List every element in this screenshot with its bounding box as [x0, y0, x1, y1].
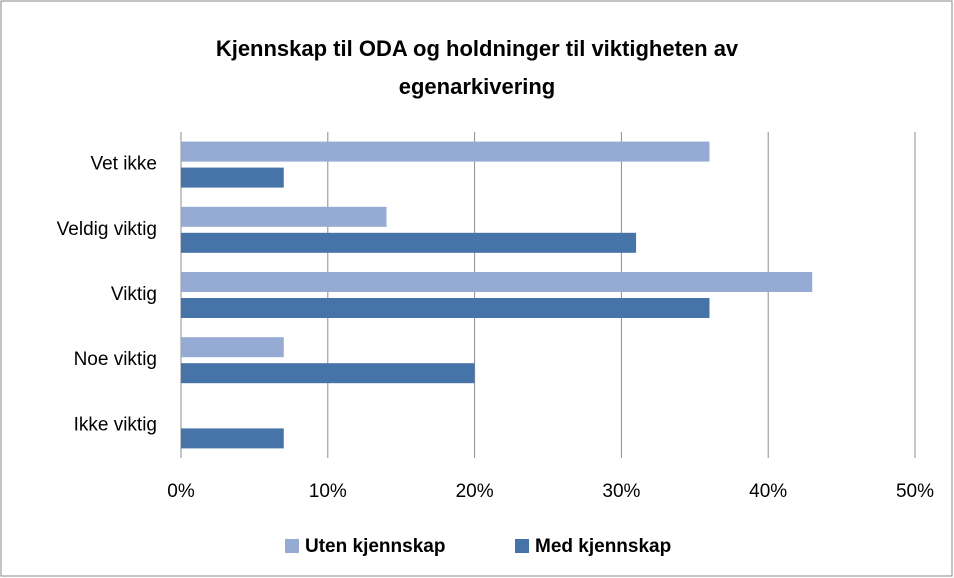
- bar: [181, 272, 813, 292]
- chart-title: Kjennskap til ODA og holdninger til vikt…: [215, 36, 739, 99]
- y-tick-label: Noe viktig: [74, 349, 157, 370]
- bar: [181, 337, 284, 358]
- x-tick-label: 0%: [167, 481, 195, 502]
- x-tick-label: 50%: [896, 481, 934, 502]
- legend-swatch: [285, 539, 299, 553]
- y-tick-label: Viktig: [111, 284, 157, 305]
- x-tick-label: 10%: [309, 481, 347, 502]
- legend-swatch: [515, 539, 529, 553]
- y-tick-label: Vet ikke: [90, 154, 157, 175]
- x-tick-label: 30%: [602, 481, 640, 502]
- bar: [181, 428, 284, 449]
- y-tick-label: Veldig viktig: [57, 219, 157, 240]
- y-tick-label: Ikke viktig: [74, 414, 157, 435]
- bar: [181, 206, 387, 227]
- legend-label: Med kjennskap: [535, 536, 671, 557]
- bar: [181, 232, 637, 253]
- legend-label: Uten kjennskap: [305, 536, 445, 557]
- bar: [181, 141, 710, 162]
- bar: [181, 363, 475, 384]
- bar: [181, 298, 710, 318]
- bar: [181, 167, 284, 188]
- x-tick-label: 40%: [749, 481, 787, 502]
- x-tick-label: 20%: [456, 481, 494, 502]
